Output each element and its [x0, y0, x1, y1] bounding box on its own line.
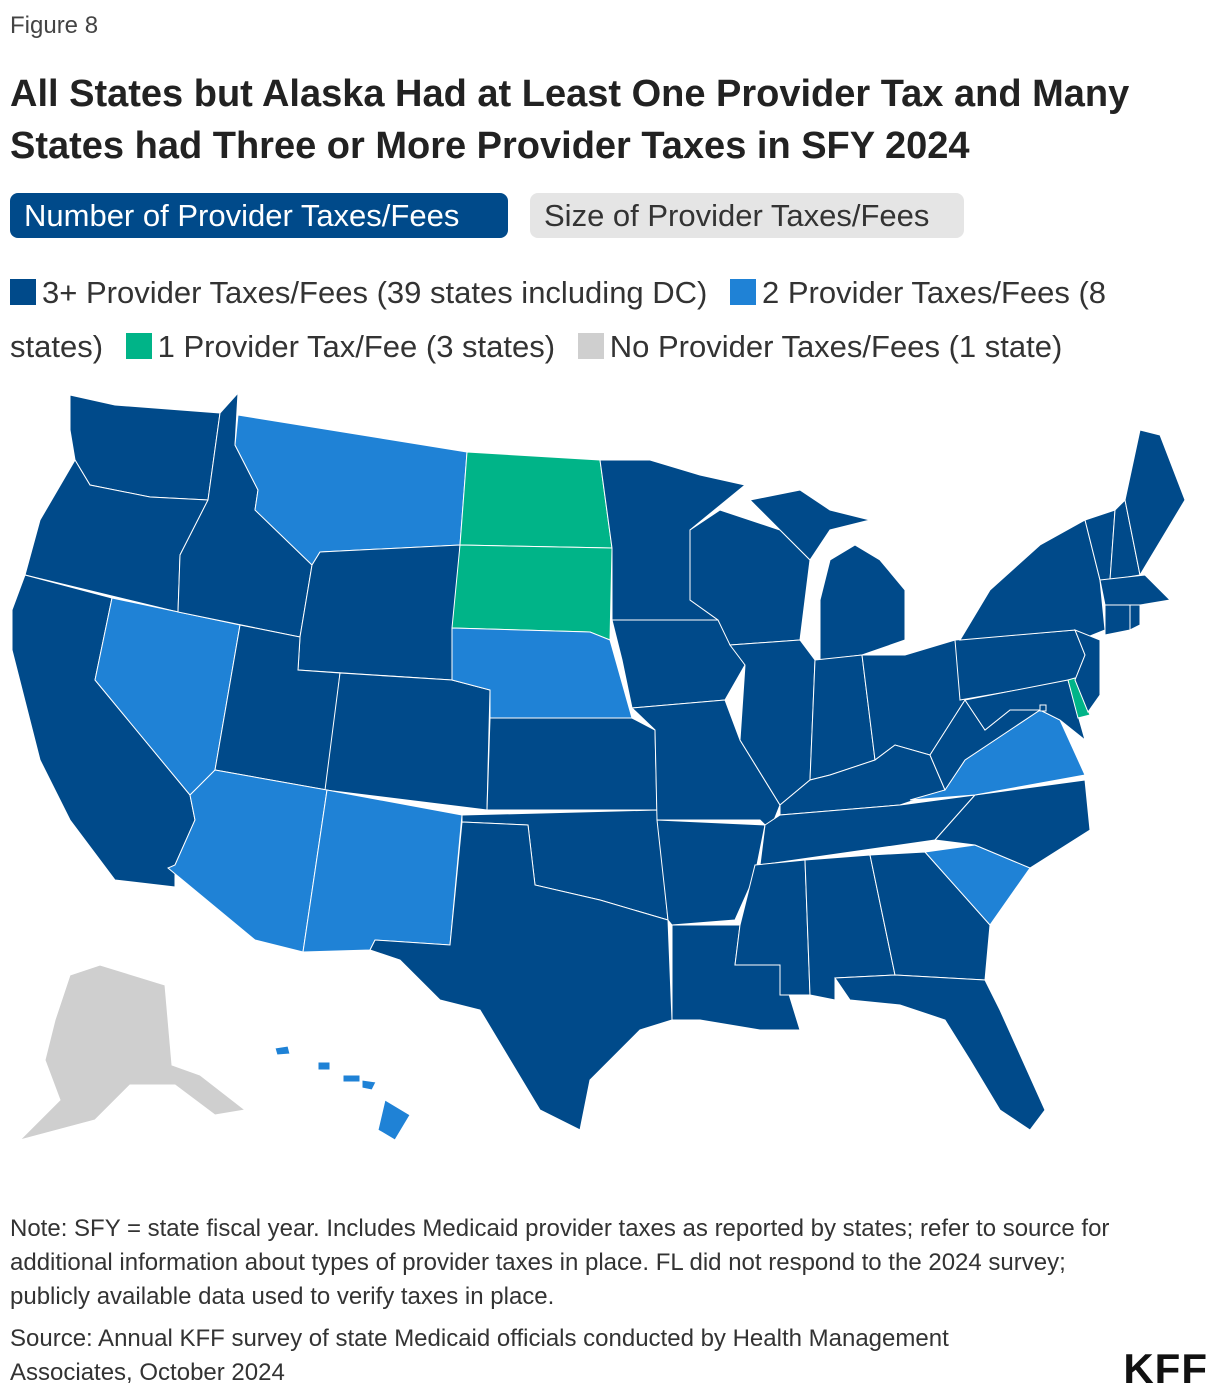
state-nd[interactable]	[459, 451, 613, 549]
state-ct[interactable]	[1104, 604, 1131, 636]
legend-swatch	[125, 333, 152, 359]
state-mi[interactable]	[748, 489, 871, 561]
state-ri[interactable]	[1129, 604, 1141, 631]
state-de[interactable]	[1067, 677, 1091, 719]
state-sd[interactable]	[451, 544, 613, 641]
us-state-map	[11, 391, 1186, 1141]
state-ga[interactable]	[869, 851, 991, 981]
state-hi[interactable]	[361, 1079, 377, 1091]
state-wy[interactable]	[297, 544, 461, 681]
legend-item-0[interactable]: No Provider Taxes/Fees (1 state)	[577, 329, 1062, 364]
state-hi[interactable]	[377, 1099, 411, 1141]
state-me[interactable]	[1124, 429, 1186, 577]
state-nj[interactable]	[1074, 629, 1101, 714]
state-ny[interactable]	[959, 519, 1106, 641]
legend-item-2[interactable]: 2 Provider Taxes/Fees (8 states)	[10, 275, 1107, 364]
source: Source: Annual KFF survey of state Medic…	[10, 1325, 949, 1386]
state-dc[interactable]	[1039, 704, 1047, 712]
state-nm[interactable]	[302, 789, 463, 953]
state-fl[interactable]	[834, 974, 1046, 1131]
state-ak[interactable]	[18, 964, 247, 1141]
state-tx[interactable]	[369, 821, 673, 1131]
figure-label: Figure 8	[10, 12, 99, 39]
legend-item-1[interactable]: 1 Provider Tax/Fee (3 states)	[125, 329, 555, 364]
note: Note: SFY = state fiscal year. Includes …	[10, 1215, 1110, 1310]
state-co[interactable]	[324, 672, 491, 811]
state-hi[interactable]	[342, 1074, 361, 1083]
legend-swatch	[10, 279, 36, 305]
tab-number-of-provider-taxes[interactable]: Number of Provider Taxes/Fees	[10, 193, 508, 238]
state-mi[interactable]	[819, 544, 906, 661]
chart-title: All States but Alaska Had at Least One P…	[10, 73, 1130, 167]
state-ma[interactable]	[1099, 574, 1172, 606]
legend-item-3plus[interactable]: 3+ Provider Taxes/Fees (39 states includ…	[10, 275, 707, 310]
kff-logo: KFF	[1123, 1345, 1208, 1392]
legend-swatch	[730, 279, 757, 305]
legend: 3+ Provider Taxes/Fees (39 states includ…	[10, 266, 1210, 374]
state-hi[interactable]	[274, 1045, 291, 1056]
state-az[interactable]	[167, 769, 328, 953]
state-wa[interactable]	[69, 394, 221, 501]
state-ks[interactable]	[486, 717, 658, 811]
legend-swatch	[577, 333, 604, 359]
state-hi[interactable]	[317, 1061, 331, 1071]
tab-size-of-provider-taxes[interactable]: Size of Provider Taxes/Fees	[530, 193, 964, 238]
